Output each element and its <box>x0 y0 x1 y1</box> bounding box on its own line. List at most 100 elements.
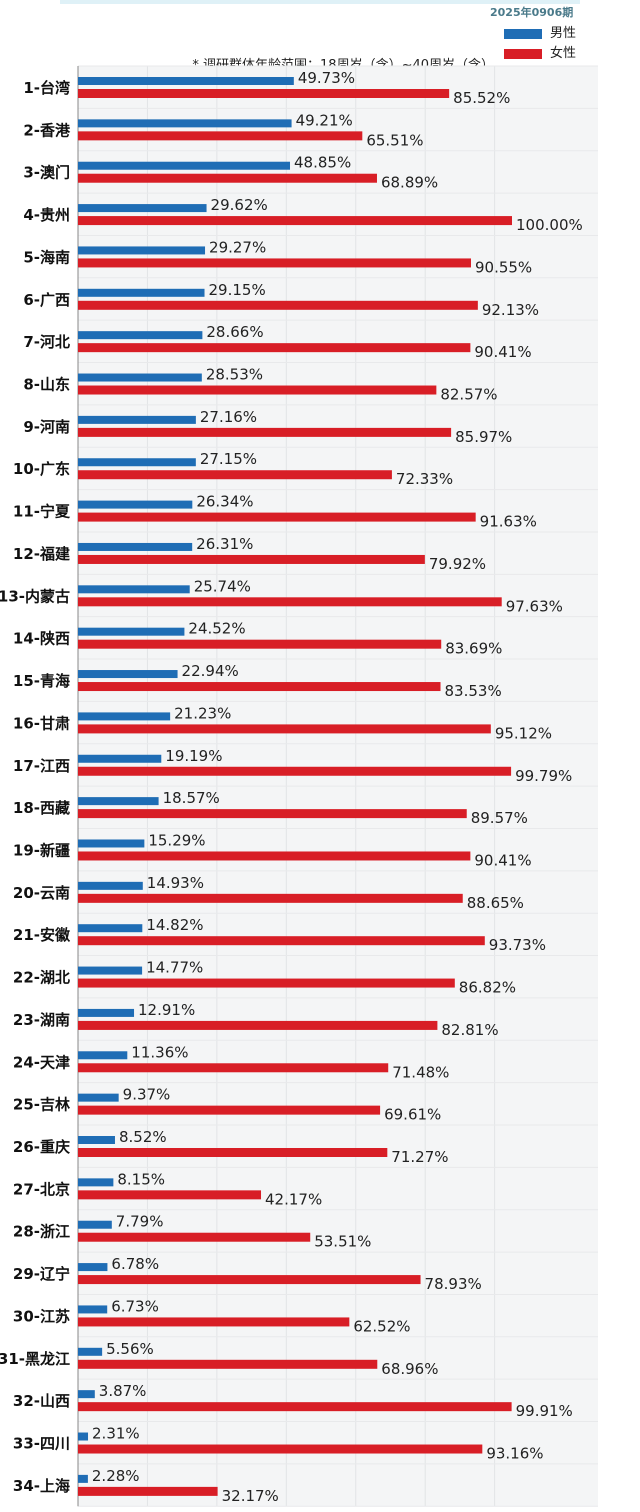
value-label-male: 19.19% <box>165 747 222 765</box>
value-label-male: 25.74% <box>194 577 251 595</box>
value-label-female: 91.63% <box>480 513 537 531</box>
value-label-female: 83.53% <box>445 682 502 700</box>
bar-male <box>78 1178 114 1187</box>
value-label-female: 100.00% <box>516 216 583 234</box>
category-label: 7-河北 <box>23 333 70 351</box>
value-label-male: 28.53% <box>206 366 263 384</box>
bar-female <box>78 385 437 395</box>
legend-male: 男性 <box>504 26 576 42</box>
bar-male <box>78 204 207 213</box>
bar-female <box>78 470 392 480</box>
value-label-male: 29.62% <box>211 196 268 214</box>
value-label-female: 99.91% <box>516 1402 573 1420</box>
bar-female <box>78 1444 483 1454</box>
category-label: 24-天津 <box>13 1053 70 1071</box>
value-label-male: 48.85% <box>294 154 351 172</box>
category-label: 19-新疆 <box>13 841 70 859</box>
bar-male <box>78 1136 115 1144</box>
value-label-male: 49.73% <box>298 69 355 87</box>
bar-female <box>78 1275 421 1285</box>
bar-female <box>78 554 425 564</box>
bar-male <box>78 1008 135 1017</box>
bar-male <box>78 670 178 679</box>
value-label-male: 2.31% <box>92 1425 140 1443</box>
value-label-female: 65.51% <box>366 131 423 149</box>
bar-male <box>78 1474 88 1483</box>
legend-male-swatch <box>504 29 542 39</box>
category-label: 13-内蒙古 <box>0 587 70 605</box>
legend-female-label: 女性 <box>550 46 577 61</box>
category-label: 22-湖北 <box>13 969 70 987</box>
bar-female <box>78 639 442 649</box>
category-label: 34-上海 <box>13 1477 70 1495</box>
value-label-male: 6.78% <box>111 1255 159 1273</box>
bar-male <box>78 754 162 763</box>
category-label: 20-云南 <box>13 884 70 902</box>
bar-male <box>78 966 143 975</box>
bar-male <box>78 500 193 509</box>
value-label-male: 3.87% <box>99 1382 147 1400</box>
bar-female <box>78 597 502 607</box>
bar-male <box>78 797 159 806</box>
bar-female <box>78 343 471 353</box>
value-label-male: 28.66% <box>206 323 263 341</box>
value-label-male: 11.36% <box>131 1043 188 1061</box>
bar-female <box>78 1148 388 1157</box>
value-label-female: 86.82% <box>459 979 516 997</box>
value-label-female: 68.89% <box>381 174 438 192</box>
value-label-male: 22.94% <box>182 662 239 680</box>
category-label: 10-广东 <box>13 460 70 478</box>
category-label: 11-宁夏 <box>13 503 71 521</box>
bar-female <box>78 89 450 98</box>
bar-male <box>78 458 196 467</box>
bar-male <box>78 1263 108 1272</box>
legend-female: 女性 <box>504 46 576 62</box>
value-label-female: 93.16% <box>486 1445 543 1463</box>
value-label-female: 93.73% <box>489 936 546 954</box>
bar-female <box>78 1402 512 1412</box>
category-label: 4-贵州 <box>23 206 70 224</box>
bar-male <box>78 881 143 890</box>
value-label-male: 9.37% <box>123 1086 171 1104</box>
value-label-male: 27.15% <box>200 450 257 468</box>
issue-label: 2025年0906期 <box>490 6 574 19</box>
bar-female <box>78 512 476 522</box>
bar-female <box>78 1063 389 1073</box>
value-label-male: 29.27% <box>209 238 266 256</box>
bar-male <box>78 373 202 382</box>
bar-male <box>78 1432 89 1441</box>
category-label: 21-安徽 <box>13 926 71 944</box>
value-label-male: 21.23% <box>174 704 231 722</box>
value-label-male: 26.31% <box>196 535 253 553</box>
bar-male <box>78 542 193 551</box>
bar-female <box>78 682 441 692</box>
value-label-female: 53.51% <box>314 1233 371 1251</box>
value-label-female: 82.57% <box>440 386 497 404</box>
value-label-female: 68.96% <box>381 1360 438 1378</box>
bar-male <box>78 288 205 297</box>
bar-female <box>78 1317 350 1327</box>
value-label-male: 27.16% <box>200 408 257 426</box>
bar-female <box>78 427 452 437</box>
value-label-female: 92.13% <box>482 301 539 319</box>
bar-male <box>78 331 203 340</box>
value-label-male: 18.57% <box>163 789 220 807</box>
bar-female <box>78 893 463 903</box>
value-label-male: 29.15% <box>209 281 266 299</box>
category-label: 16-甘肃 <box>13 714 70 732</box>
category-label: 27-北京 <box>13 1180 70 1198</box>
value-label-male: 8.52% <box>119 1128 167 1146</box>
category-label: 33-四川 <box>13 1435 70 1453</box>
value-label-female: 90.55% <box>475 258 532 276</box>
legend-female-swatch <box>504 49 542 59</box>
category-label: 29-辽宁 <box>13 1265 70 1283</box>
value-label-female: 71.48% <box>392 1063 449 1081</box>
value-label-male: 14.93% <box>147 874 204 892</box>
bar-male <box>78 1390 95 1399</box>
bar-male <box>78 77 294 85</box>
bar-female <box>78 1232 311 1242</box>
bar-female <box>78 300 478 310</box>
bar-male <box>78 415 196 424</box>
category-label: 17-江西 <box>13 757 70 775</box>
